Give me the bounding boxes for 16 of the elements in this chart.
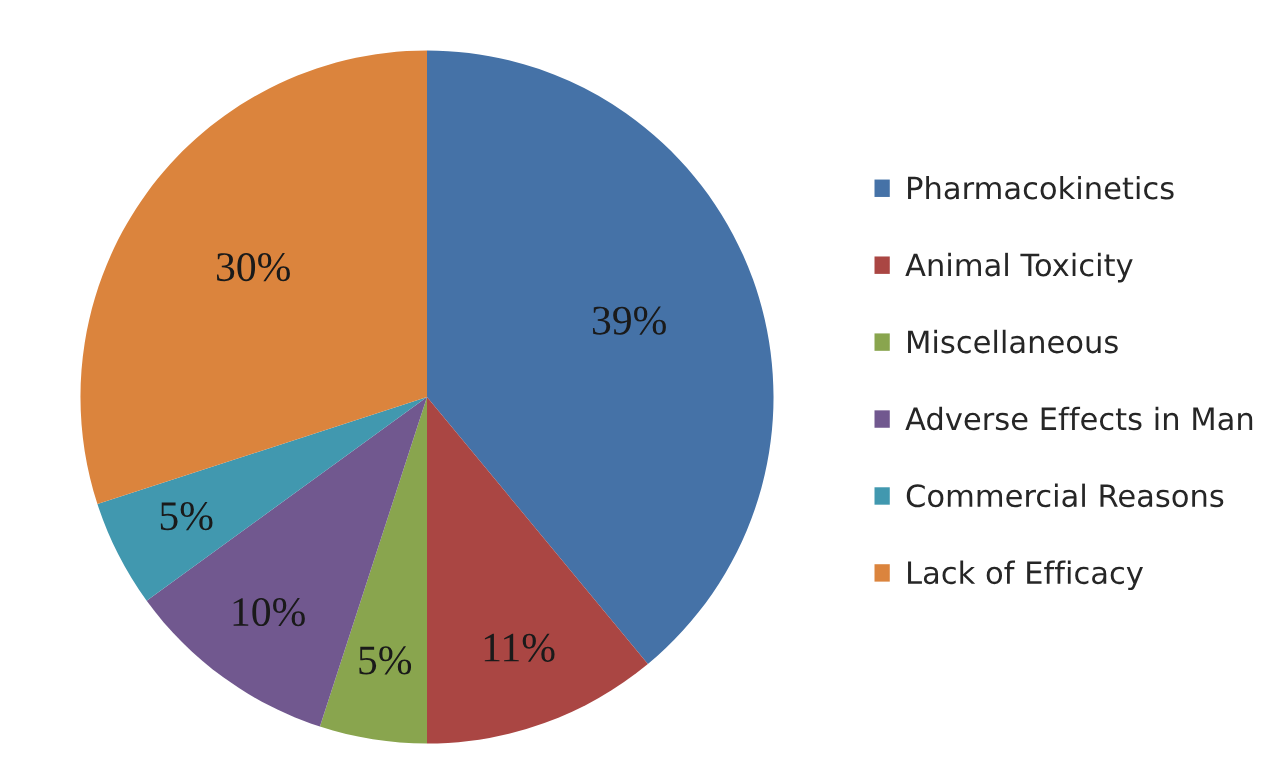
data-label: 39% bbox=[592, 306, 666, 335]
legend-label: Miscellaneous bbox=[908, 329, 1118, 354]
pie-slice bbox=[427, 50, 774, 665]
data-label: 5% bbox=[359, 646, 412, 675]
legend-label: Pharmacokinetics bbox=[908, 175, 1174, 200]
legend-label: Animal Toxicity bbox=[905, 252, 1133, 283]
legend-label: Commercial Reasons bbox=[906, 483, 1224, 508]
data-label: 5% bbox=[160, 502, 213, 531]
data-label: 11% bbox=[484, 633, 555, 662]
data-label: 10% bbox=[233, 597, 305, 627]
pie-slice bbox=[427, 397, 648, 744]
data-label: 30% bbox=[216, 253, 290, 282]
legend-label: Lack of Efficacy bbox=[908, 560, 1143, 591]
pie-slice bbox=[319, 397, 427, 744]
legend-label: Adverse Effects in Man bbox=[905, 406, 1253, 431]
pie-slice bbox=[146, 397, 427, 727]
